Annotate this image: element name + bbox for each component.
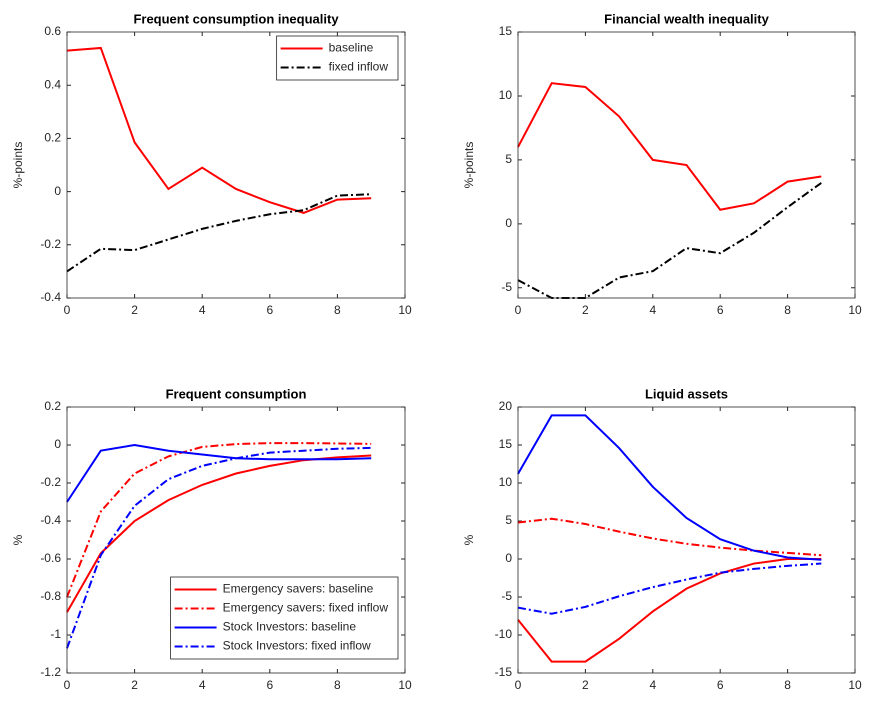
subplot: Liquid assets% 0 2 4 6 8 10 -15 -10 -5 0 5 10 15 20 bbox=[462, 386, 862, 692]
x-tick-label: 6 bbox=[266, 678, 273, 692]
legend: baseline fixed inflow bbox=[276, 35, 399, 81]
y-tick-label: -10 bbox=[495, 627, 513, 641]
series-line bbox=[66, 193, 372, 273]
chart-title: Financial wealth inequality bbox=[604, 11, 769, 26]
y-tick-label: 20 bbox=[499, 399, 513, 413]
series-line bbox=[517, 517, 822, 557]
y-tick-label: 0 bbox=[505, 216, 512, 230]
x-tick-label: 10 bbox=[398, 678, 412, 692]
legend-label: Stock Investors: baseline bbox=[223, 620, 357, 634]
y-tick-label: -1.2 bbox=[40, 665, 61, 679]
x-tick-label: 0 bbox=[515, 303, 522, 317]
axes-box bbox=[66, 406, 406, 674]
y-tick-label: -0.4 bbox=[40, 290, 61, 304]
y-tick-label: 10 bbox=[499, 475, 513, 489]
legend-label: fixed inflow bbox=[329, 60, 389, 74]
axes-box bbox=[517, 406, 856, 674]
y-tick-label: 0 bbox=[505, 551, 512, 565]
chart-title: Frequent consumption bbox=[166, 386, 307, 401]
x-tick-label: 0 bbox=[64, 303, 71, 317]
y-tick-label: 15 bbox=[499, 437, 513, 451]
legend-label: baseline bbox=[329, 41, 374, 55]
x-tick-label: 10 bbox=[848, 678, 862, 692]
y-tick-label: 0.4 bbox=[44, 77, 61, 91]
subplot: Financial wealth inequality %-points 0 2 4 6 8… bbox=[462, 11, 862, 317]
x-tick-label: 0 bbox=[515, 678, 522, 692]
series-line bbox=[66, 46, 372, 214]
y-tick-label: 15 bbox=[499, 24, 513, 38]
x-tick-label: 2 bbox=[582, 678, 589, 692]
y-axis-label: % bbox=[462, 534, 476, 545]
x-tick-label: 8 bbox=[334, 303, 341, 317]
y-axis-label: % bbox=[11, 534, 25, 545]
axes-box bbox=[517, 31, 856, 299]
y-tick-label: 0 bbox=[54, 437, 61, 451]
series-line bbox=[517, 82, 822, 211]
x-tick-label: 6 bbox=[266, 303, 273, 317]
x-tick-label: 8 bbox=[784, 678, 791, 692]
legend: Emergency savers: baseline Emergency save… bbox=[170, 576, 399, 660]
chart-title: Frequent consumption inequality bbox=[133, 11, 339, 26]
legend-box bbox=[276, 35, 399, 81]
legend-box bbox=[170, 576, 399, 660]
y-tick-label: -0.2 bbox=[40, 475, 61, 489]
y-tick-label: -15 bbox=[495, 665, 513, 679]
y-tick-label: 0.2 bbox=[44, 131, 61, 145]
x-tick-label: 2 bbox=[131, 678, 138, 692]
chart-title: Liquid assets bbox=[645, 386, 728, 401]
y-tick-label: 5 bbox=[505, 513, 512, 527]
x-tick-label: 6 bbox=[717, 303, 724, 317]
series-line bbox=[66, 442, 372, 598]
x-tick-label: 10 bbox=[398, 303, 412, 317]
subplot: Frequent consumption% 0 2 4 6 8 10 -1.2 -1 -0.8 -0… bbox=[11, 386, 412, 692]
x-tick-label: 8 bbox=[334, 678, 341, 692]
x-tick-label: 4 bbox=[649, 678, 656, 692]
legend-label: Stock Investors: fixed inflow bbox=[223, 639, 371, 653]
x-tick-label: 4 bbox=[199, 678, 206, 692]
y-axis-label: %-points bbox=[11, 142, 25, 189]
y-axis-label: %-points bbox=[462, 142, 476, 189]
legend-label: Emergency savers: baseline bbox=[223, 582, 374, 596]
y-tick-label: -5 bbox=[501, 589, 512, 603]
x-tick-label: 4 bbox=[199, 303, 206, 317]
series-line bbox=[517, 558, 822, 663]
series-line bbox=[517, 414, 822, 561]
y-tick-label: 0 bbox=[54, 184, 61, 198]
y-tick-label: 0.6 bbox=[44, 24, 61, 38]
y-tick-label: -0.6 bbox=[40, 551, 61, 565]
series-line bbox=[66, 443, 372, 503]
x-tick-label: 4 bbox=[649, 303, 656, 317]
x-tick-label: 2 bbox=[582, 303, 589, 317]
y-tick-label: -0.4 bbox=[40, 513, 61, 527]
y-tick-label: 10 bbox=[499, 88, 513, 102]
series-line bbox=[517, 562, 822, 615]
x-tick-label: 10 bbox=[848, 303, 862, 317]
x-tick-label: 0 bbox=[64, 678, 71, 692]
series-line bbox=[66, 446, 372, 649]
y-tick-label: 5 bbox=[505, 152, 512, 166]
y-tick-label: -0.2 bbox=[40, 237, 61, 251]
legend-label: Emergency savers: fixed inflow bbox=[223, 601, 389, 615]
x-tick-label: 2 bbox=[131, 303, 138, 317]
y-tick-label: 0.2 bbox=[44, 399, 61, 413]
x-tick-label: 8 bbox=[784, 303, 791, 317]
x-tick-label: 6 bbox=[717, 678, 724, 692]
y-tick-label: -1 bbox=[50, 627, 61, 641]
plot-area bbox=[518, 407, 855, 673]
y-tick-label: -5 bbox=[501, 280, 512, 294]
axes-box bbox=[66, 31, 406, 299]
subplot: Frequent consumption inequality %-points 0… bbox=[11, 11, 412, 317]
y-tick-label: -0.8 bbox=[40, 589, 61, 603]
